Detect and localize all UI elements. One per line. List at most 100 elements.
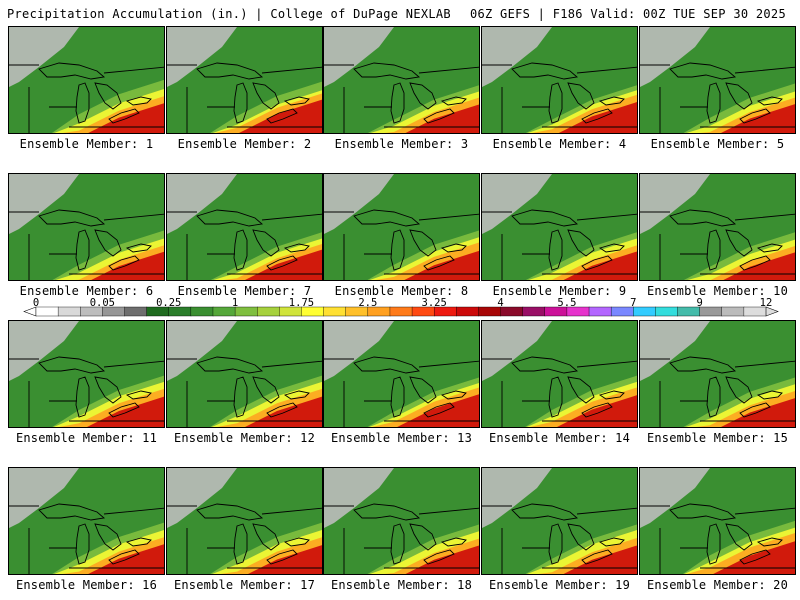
member-number: 5 [776, 137, 785, 151]
member-label-prefix: Ensemble Member: [177, 284, 304, 298]
member-label-prefix: Ensemble Member: [177, 137, 304, 151]
precip-colorbar: 0 0.05 0.25 1 1.75 2.5 3.25 4 5.5 7 9 12 [0, 295, 800, 321]
precip-map [323, 320, 480, 428]
member-label: Ensemble Member: 13 [323, 431, 480, 445]
colorbar-segment [124, 306, 148, 317]
ensemble-member-panel: Ensemble Member: 18 [323, 467, 480, 599]
ensemble-member-panel: Ensemble Member: 10 [639, 173, 796, 305]
member-label: Ensemble Member: 5 [639, 137, 796, 151]
ensemble-member-panel: Ensemble Member: 4 [481, 26, 638, 158]
colorbar-tick-label: 4 [497, 297, 504, 309]
member-number: 2 [303, 137, 312, 151]
member-number: 4 [618, 137, 627, 151]
colorbar-segment [721, 306, 745, 317]
colorbar-segment [234, 306, 258, 317]
colorbar-segment [389, 306, 413, 317]
ensemble-member-panel: Ensemble Member: 11 [8, 320, 165, 452]
colorbar-tick-label: 0.05 [89, 297, 116, 309]
member-label: Ensemble Member: 10 [639, 284, 796, 298]
member-number: 9 [618, 284, 627, 298]
member-label-prefix: Ensemble Member: [488, 431, 616, 445]
precip-map [166, 320, 323, 428]
member-label: Ensemble Member: 3 [323, 137, 480, 151]
colorbar-tick-label: 9 [696, 297, 703, 309]
member-label: Ensemble Member: 18 [323, 578, 480, 592]
precip-map-graphic [9, 174, 164, 280]
precip-map-graphic [640, 174, 795, 280]
precip-map [481, 467, 638, 575]
colorbar-tick-label: 1.75 [288, 297, 315, 309]
colorbar-tick-label: 5.5 [557, 297, 577, 309]
member-label-prefix: Ensemble Member: [646, 284, 774, 298]
member-label: Ensemble Member: 14 [481, 431, 638, 445]
member-number: 6 [145, 284, 154, 298]
member-label: Ensemble Member: 4 [481, 137, 638, 151]
ensemble-member-panel: Ensemble Member: 12 [166, 320, 323, 452]
colorbar-segment [633, 306, 656, 317]
colorbar-segment [522, 306, 546, 317]
colorbar-graphic [23, 306, 779, 317]
colorbar-segment [500, 306, 524, 317]
member-label: Ensemble Member: 8 [323, 284, 480, 298]
colorbar-tick-label: 0.25 [156, 297, 182, 309]
precip-map-graphic [9, 27, 164, 133]
ensemble-member-panel: Ensemble Member: 2 [166, 26, 323, 158]
ensemble-member-panel: Ensemble Member: 20 [639, 467, 796, 599]
precip-map [8, 26, 165, 134]
member-label: Ensemble Member: 9 [481, 284, 638, 298]
member-number: 3 [460, 137, 469, 151]
member-label-prefix: Ensemble Member: [334, 137, 461, 151]
colorbar-tick-label: 2.5 [358, 297, 378, 309]
member-label: Ensemble Member: 17 [166, 578, 323, 592]
precip-map [8, 320, 165, 428]
ensemble-member-panel: Ensemble Member: 17 [166, 467, 323, 599]
precip-map-graphic [482, 174, 637, 280]
page-header: Precipitation Accumulation (in.) | Colle… [0, 0, 800, 26]
member-label: Ensemble Member: 6 [8, 284, 165, 298]
member-label-prefix: Ensemble Member: [15, 431, 143, 445]
colorbar-segment [190, 306, 214, 317]
member-label-prefix: Ensemble Member: [330, 431, 458, 445]
precip-map-graphic [324, 174, 479, 280]
ensemble-member-panel: Ensemble Member: 6 [8, 173, 165, 305]
precip-map [323, 173, 480, 281]
member-label-prefix: Ensemble Member: [488, 578, 616, 592]
precip-map [639, 26, 796, 134]
ensemble-member-panel: Ensemble Member: 16 [8, 467, 165, 599]
precip-map-graphic [167, 27, 322, 133]
member-number: 11 [142, 431, 158, 445]
colorbar-segment [699, 306, 723, 317]
ensemble-member-panel: Ensemble Member: 9 [481, 173, 638, 305]
member-number: 20 [773, 578, 789, 592]
member-number: 16 [142, 578, 158, 592]
colorbar-high-arrow [765, 306, 779, 317]
precip-map-graphic [640, 321, 795, 427]
precip-map [481, 26, 638, 134]
member-label-prefix: Ensemble Member: [492, 137, 619, 151]
member-number: 15 [773, 431, 789, 445]
member-label-prefix: Ensemble Member: [173, 431, 301, 445]
precip-map [323, 26, 480, 134]
colorbar-segment [35, 306, 59, 317]
precip-map-graphic [167, 321, 322, 427]
member-number: 14 [615, 431, 631, 445]
member-number: 7 [303, 284, 312, 298]
member-number: 13 [457, 431, 473, 445]
colorbar-tick-label: 1 [231, 297, 239, 309]
colorbar-tick-label: 12 [759, 297, 773, 309]
member-label: Ensemble Member: 15 [639, 431, 796, 445]
member-label: Ensemble Member: 19 [481, 578, 638, 592]
precip-map [8, 173, 165, 281]
member-label-prefix: Ensemble Member: [15, 578, 143, 592]
member-label-prefix: Ensemble Member: [650, 137, 777, 151]
member-label: Ensemble Member: 16 [8, 578, 165, 592]
colorbar-segment [323, 306, 347, 317]
member-label: Ensemble Member: 1 [8, 137, 165, 151]
member-number: 18 [457, 578, 473, 592]
member-label: Ensemble Member: 7 [166, 284, 323, 298]
colorbar-tick-label: 0 [32, 297, 40, 309]
member-label-prefix: Ensemble Member: [330, 578, 458, 592]
member-number: 12 [300, 431, 316, 445]
colorbar-segment [257, 306, 280, 317]
ensemble-member-panel: Ensemble Member: 5 [639, 26, 796, 158]
